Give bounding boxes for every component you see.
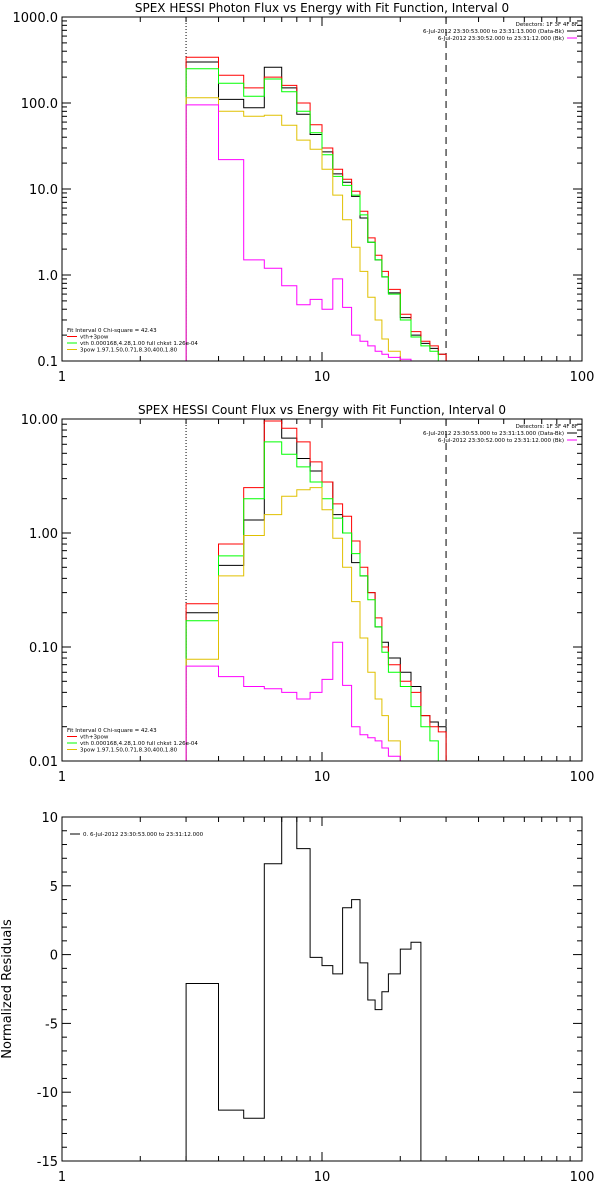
chart-title: SPEX HESSI Count Flux vs Energy with Fit… xyxy=(138,403,506,417)
legend-entry: vth+3pow xyxy=(80,335,109,341)
legend-entry: 6-Jul-2012 23:30:53.000 to 23:31:13.000 … xyxy=(423,431,564,437)
series-black-line xyxy=(185,61,447,361)
legend-top-right: Detectors: 1F 3F 4F 8F6-Jul-2012 23:30:5… xyxy=(423,424,578,444)
series-green-line xyxy=(185,68,447,361)
y-tick-label: -15 xyxy=(37,1155,58,1170)
series-magenta-line xyxy=(185,104,421,361)
legend-entry: vth+3pow xyxy=(80,735,109,741)
x-tick-label: 10 xyxy=(314,1170,331,1185)
x-tick-label: 1 xyxy=(58,370,66,385)
series-yellow-line xyxy=(185,97,411,361)
legend: 0. 6-Jul-2012 23:30:53.000 to 23:31:12.0… xyxy=(70,832,204,838)
y-tick-label: 5 xyxy=(50,880,58,895)
y-axis-label: Normalized Residuals xyxy=(0,919,15,1059)
data-area xyxy=(185,56,447,361)
legend-entry: 6-Jul-2012 23:30:52.000 to 23:31:12.000 … xyxy=(438,438,564,444)
series-green-line xyxy=(185,441,447,761)
chart-panel-3: Normalized Residuals 1 10 100 10 5 0 -5 -10 -15 0.… xyxy=(0,811,594,1185)
chart-title: SPEX HESSI Photon Flux vs Energy with Fi… xyxy=(135,1,509,15)
legend-entry: Fit Interval 0 Chi-square = 42.43 xyxy=(67,328,157,334)
legend-entry: 0. 6-Jul-2012 23:30:53.000 to 23:31:12.0… xyxy=(83,832,204,838)
series-red-line xyxy=(185,420,447,761)
y-tick-label: 1.0 xyxy=(37,269,58,284)
y-tick-label: 10 xyxy=(41,811,58,826)
x-tick-label: 1 xyxy=(58,1170,66,1185)
series-black-line xyxy=(185,817,422,1161)
x-tick-label: 10 xyxy=(314,370,331,385)
series-red-line xyxy=(185,56,447,361)
plot-frame xyxy=(61,816,583,1162)
x-tick-label: 1 xyxy=(58,770,66,785)
legend-entry: Fit Interval 0 Chi-square = 42.43 xyxy=(67,728,157,734)
y-tick-label: 0 xyxy=(50,949,58,964)
chart-panel-2: SPEX HESSI Count Flux vs Energy with Fit… xyxy=(21,403,595,785)
y-tick-label: 10.00 xyxy=(21,413,58,428)
y-tick-label: 0.10 xyxy=(29,641,58,656)
y-tick-label: 10.0 xyxy=(29,183,58,198)
y-tick-label: 0.1 xyxy=(37,355,58,370)
legend-top-right: Detectors: 1F 3F 4F 8F6-Jul-2012 23:30:5… xyxy=(423,22,578,42)
y-tick-label: 100.0 xyxy=(21,97,58,112)
legend-entry: 3pow 1.97,1.50,0.71,8.30,400,1.80 xyxy=(80,748,178,754)
legend-entry: vth 0.000168,4.28,1.00 full chkst 1.26e-… xyxy=(80,741,198,747)
legend-entry: Detectors: 1F 3F 4F 8F xyxy=(516,424,578,430)
y-tick-label: 1.00 xyxy=(29,527,58,542)
y-tick-label: 0.01 xyxy=(29,755,58,770)
y-tick-label: -5 xyxy=(45,1017,58,1032)
plot-frame xyxy=(61,418,583,762)
series-magenta-line xyxy=(185,641,411,761)
series-black-line xyxy=(185,419,447,761)
y-tick-label: -10 xyxy=(37,1086,58,1101)
data-area xyxy=(185,419,447,761)
x-tick-label: 10 xyxy=(314,770,331,785)
x-tick-label: 100 xyxy=(570,1170,595,1185)
legend-bottom-left: Fit Interval 0 Chi-square = 42.43vth+3po… xyxy=(67,728,198,754)
data-area xyxy=(185,817,422,1161)
y-tick-label: 1000.0 xyxy=(13,11,59,26)
x-tick-label: 100 xyxy=(570,370,595,385)
plot-frame xyxy=(61,16,583,362)
legend-bottom-left: Fit Interval 0 Chi-square = 42.43vth+3po… xyxy=(67,328,198,354)
legend-entry: 6-Jul-2012 23:30:52.000 to 23:31:12.000 … xyxy=(438,36,564,42)
legend-entry: vth 0.000168,4.28,1.00 full chkst 1.26e-… xyxy=(80,341,198,347)
x-tick-label: 100 xyxy=(570,770,595,785)
legend-entry: 6-Jul-2012 23:30:53.000 to 23:31:13.000 … xyxy=(423,29,564,35)
legend-entry: Detectors: 1F 3F 4F 8F xyxy=(516,22,578,28)
legend-entry: 3pow 1.97,1.50,0.71,8.30,400,1.80 xyxy=(80,348,178,354)
series-yellow-line xyxy=(185,487,411,761)
chart-panel-1: SPEX HESSI Photon Flux vs Energy with Fi… xyxy=(13,1,595,385)
